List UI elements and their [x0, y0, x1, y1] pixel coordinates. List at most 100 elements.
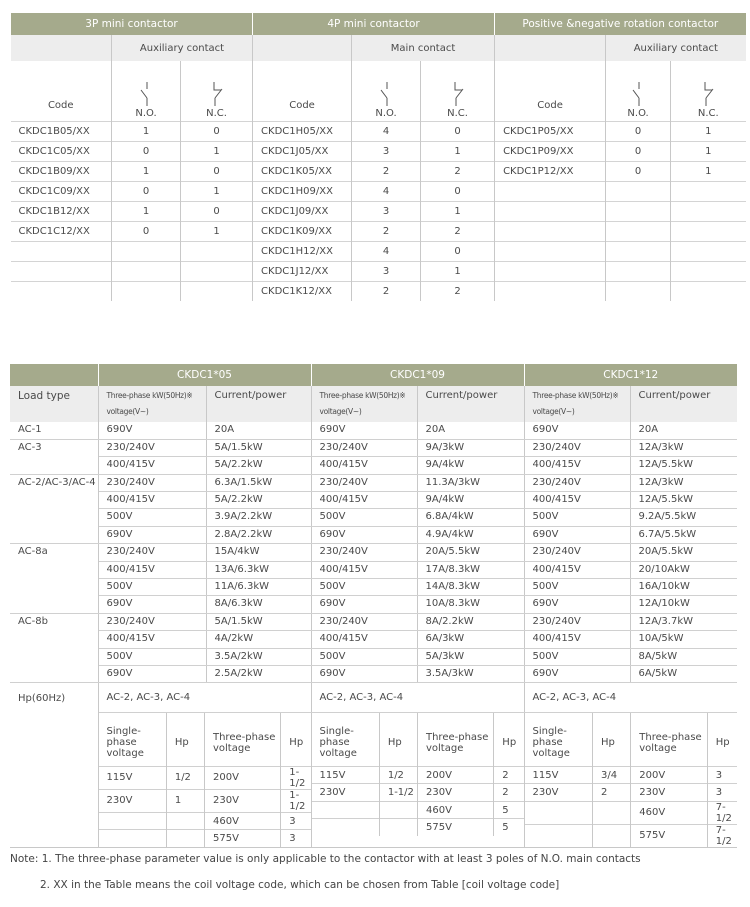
product-code: CKDC1P12/XX	[494, 160, 606, 181]
contact-type-label: Main contact	[351, 35, 495, 61]
current-power-value: 12A/3kW	[629, 474, 737, 493]
voltage-value: 500V	[523, 578, 630, 597]
no-count: 2	[351, 280, 421, 301]
product-code: CKDC1B05/XX	[10, 120, 112, 141]
no-count: 3	[351, 260, 421, 281]
current-power-value: 12A/5.5kW	[629, 456, 737, 475]
current-power-value: 16A/10kW	[629, 578, 737, 597]
load-type: AC-8a	[10, 543, 99, 614]
nc-column-header: N.C.	[420, 61, 495, 121]
voltage-value: 400/415V	[97, 491, 206, 510]
normally-closed-contact-icon	[454, 81, 463, 106]
no-count: 1	[111, 120, 181, 141]
product-code: CKDC1H12/XX	[252, 240, 352, 261]
current-power-value: 9A/3kW	[416, 439, 524, 458]
voltage-value: 115V	[311, 765, 380, 784]
nc-count	[179, 280, 253, 301]
voltage-value: 690V	[97, 422, 206, 440]
no-count	[111, 280, 181, 301]
current-power-value: 12A/3kW	[629, 439, 737, 458]
product-code	[10, 260, 112, 281]
nc-count	[670, 280, 746, 301]
hp-value: 7-1/2	[706, 800, 737, 825]
product-code	[494, 280, 606, 301]
hp-value	[165, 829, 205, 848]
nc-count: 1	[670, 120, 746, 141]
voltage-column-header: Three-phase kW(50Hz)※ voltage(V~)	[97, 386, 206, 422]
current-power-value: 14A/8.3kW	[416, 578, 524, 597]
product-code: CKDC1K09/XX	[252, 220, 352, 241]
no-count: 2	[351, 160, 421, 181]
voltage-column-header: Three-phase kW(50Hz)※ voltage(V~)	[310, 386, 417, 422]
current-power-value: 6.7A/5.5kW	[629, 526, 737, 545]
voltage-value: 690V	[523, 665, 630, 684]
no-count: 1	[111, 200, 181, 221]
load-type: AC-3	[10, 439, 99, 475]
hp-value	[591, 823, 631, 847]
no-column-header: N.O.	[111, 61, 181, 121]
nc-count: 0	[420, 120, 495, 141]
product-code: CKDC1P05/XX	[494, 120, 606, 141]
current-power-value: 13A/6.3kW	[205, 561, 311, 580]
hp-value: 1	[165, 788, 205, 813]
no-count	[605, 240, 671, 261]
normally-open-contact-icon	[632, 81, 640, 106]
header-spacer	[10, 364, 98, 386]
voltage-value: 690V	[523, 526, 630, 545]
nc-count: 1	[179, 180, 253, 201]
voltage-value	[524, 800, 593, 825]
no-count: 0	[111, 180, 181, 201]
voltage-value: 500V	[97, 578, 206, 597]
current-power-column-header: Current/power	[205, 386, 311, 422]
hp-subheader: Hp	[378, 713, 418, 767]
voltage-value: 115V	[524, 765, 593, 784]
nc-count: 1	[420, 260, 495, 281]
voltage-value: 230/240V	[97, 474, 206, 493]
nc-count: 1	[420, 200, 495, 221]
voltage-value: 690V	[310, 595, 417, 614]
voltage-value: 400/415V	[523, 456, 630, 475]
hp-subtable-cell: Single-phase voltage Hp Three-phase voltag…	[523, 712, 737, 848]
voltage-value: 400/415V	[523, 561, 630, 580]
hp-category: AC-2, AC-3, AC-4	[310, 682, 524, 714]
voltage-value: 460V	[203, 811, 281, 830]
product-code: CKDC1P09/XX	[494, 140, 606, 161]
hp-value: 7-1/2	[706, 823, 737, 847]
current-power-value: 12A/3.7kW	[629, 613, 737, 632]
hp-subtable: Single-phase voltage Hp Three-phase voltag…	[311, 713, 524, 837]
voltage-value: 500V	[97, 508, 206, 527]
hp-subheader: Hp	[165, 713, 205, 767]
current-power-value: 17A/8.3kW	[416, 561, 524, 580]
voltage-value: 200V	[630, 765, 708, 784]
nc-count	[670, 260, 746, 281]
voltage-value: 400/415V	[310, 491, 417, 510]
section-title: 3P mini contactor	[9, 13, 253, 35]
nc-count: 1	[179, 220, 253, 241]
voltage-value: 115V	[98, 765, 167, 790]
hp-subtable-cell: Single-phase voltage Hp Three-phase voltag…	[310, 712, 524, 848]
model-group-title: CKDC1*09	[310, 364, 524, 386]
product-code: CKDC1C12/XX	[10, 220, 112, 241]
no-count: 0	[111, 140, 181, 161]
normally-closed-contact-icon	[213, 81, 222, 106]
hp-category: AC-2, AC-3, AC-4	[97, 682, 311, 714]
no-count: 0	[111, 220, 181, 241]
current-power-value: 12A/10kW	[629, 595, 737, 614]
product-code: CKDC1J09/XX	[252, 200, 352, 221]
load-type-header: Load type	[10, 386, 98, 422]
voltage-value: 230/240V	[523, 439, 630, 458]
current-power-value: 5A/2.2kW	[205, 491, 311, 510]
voltage-value: 575V	[416, 818, 494, 837]
code-header-spacer	[252, 35, 352, 61]
nc-count: 1	[420, 140, 495, 161]
code-column-header: Code	[47, 99, 74, 111]
hp-value: 3	[280, 829, 311, 848]
voltage-value: 400/415V	[310, 456, 417, 475]
nc-count: 0	[420, 180, 495, 201]
current-power-value: 6.8A/4kW	[416, 508, 524, 527]
hp-value: 2	[591, 783, 631, 802]
hp-value	[591, 800, 631, 825]
product-code	[494, 260, 606, 281]
current-power-value: 2.5A/2kW	[205, 665, 311, 684]
product-code: CKDC1K12/XX	[252, 280, 352, 301]
